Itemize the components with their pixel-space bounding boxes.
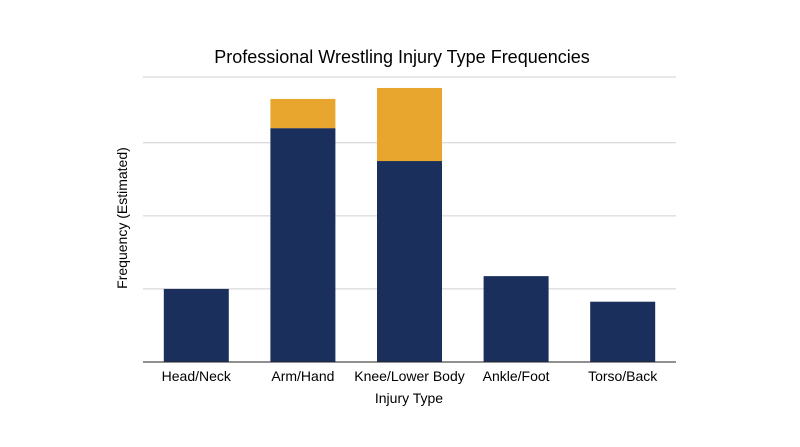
bar-knee-lower-body-series-2 — [377, 87, 442, 162]
bar-torso-back-series-1 — [590, 301, 656, 362]
x-tick-label: Ankle/Foot — [483, 368, 550, 384]
x-tick-label: Arm/Hand — [271, 368, 334, 384]
x-tick-labels: Head/Neck Arm/Hand Knee/Lower Body Ankle/Fo… — [162, 368, 659, 384]
bar-arm-hand-series-1 — [270, 128, 336, 362]
bar-head-neck-series-1 — [163, 288, 229, 362]
x-tick-label: Torso/Back — [588, 368, 658, 384]
x-axis-label: Injury Type — [375, 390, 443, 406]
bar-ankle-foot-series-1 — [483, 276, 549, 362]
y-axis-label: Frequency (Estimated) — [114, 147, 130, 289]
bar-arm-hand-series-2 — [270, 98, 336, 129]
x-tick-label: Knee/Lower Body — [354, 368, 465, 384]
bar-knee-lower-body-series-1 — [377, 161, 442, 362]
chart-title: Professional Wrestling Injury Type Frequ… — [214, 47, 590, 67]
x-tick-label: Head/Neck — [162, 368, 232, 384]
bars — [163, 87, 656, 362]
